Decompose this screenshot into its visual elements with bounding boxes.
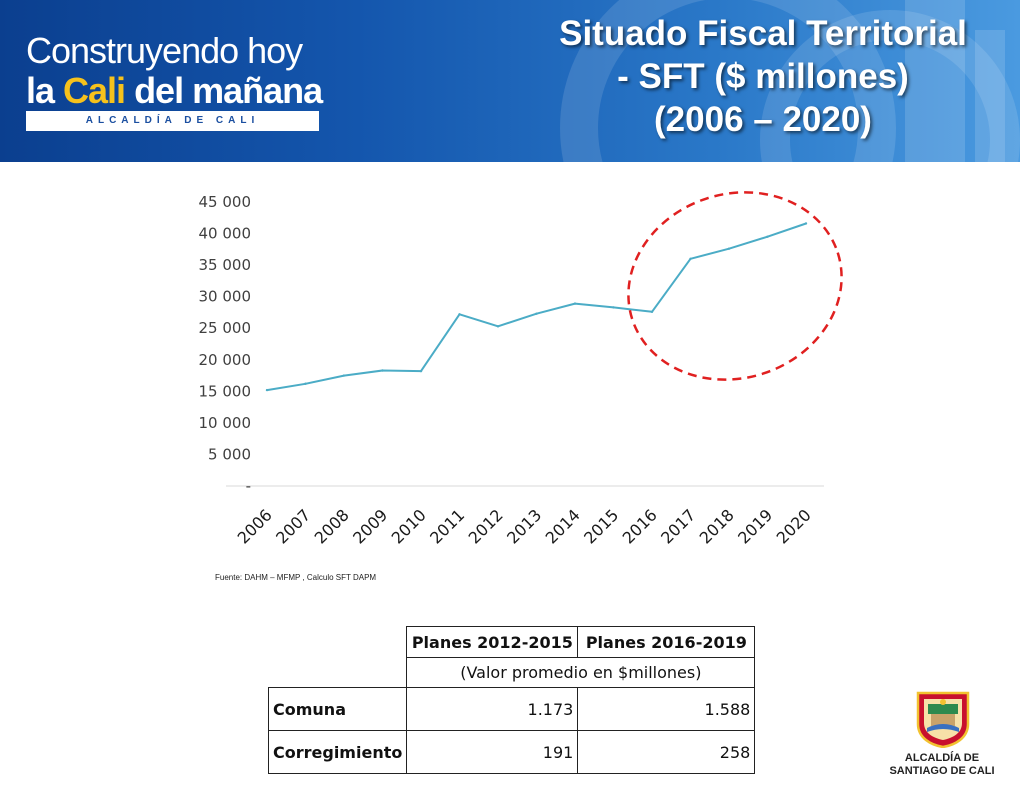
y-tick-label: 35 000 [199, 256, 252, 274]
data-point [535, 312, 538, 315]
table-blank-cell [269, 658, 407, 688]
table-cell: 1.173 [406, 687, 579, 731]
table-cell: 191 [406, 730, 579, 774]
data-point [265, 388, 269, 392]
y-tick-label: 10 000 [199, 414, 252, 432]
y-tick-label: 30 000 [199, 288, 252, 306]
table-row-label: Corregimiento [267, 730, 408, 774]
table-header-cell: Planes 2016-2019 [577, 626, 756, 658]
crest-label-line2: SANTIAGO DE CALI [889, 765, 995, 777]
x-tick-label: 2008 [311, 505, 353, 547]
title-line-3: (2006 – 2020) [654, 100, 872, 139]
data-point [419, 369, 423, 373]
data-point [766, 235, 769, 238]
crest-label-line1: ALCALDÍA DE [904, 752, 980, 764]
table-row: Corregimiento 191 258 [267, 730, 756, 774]
x-tick-label: 2010 [388, 505, 430, 547]
x-tick-label: 2012 [465, 505, 507, 547]
data-point [804, 222, 808, 225]
table-subheader-cell: (Valor promedio en $millones) [406, 657, 756, 688]
sft-line-chart: - 5 000 10 000 15 000 20 000 25 000 30 000 35 0… [199, 191, 843, 548]
summary-table: Planes 2012-2015 Planes 2016-2019 (Valor… [267, 626, 756, 774]
table-subheader-row: (Valor promedio en $millones) [269, 657, 756, 688]
data-point [650, 310, 654, 314]
logo-slogan-prefix: la [26, 70, 64, 111]
x-tick-label: 2016 [619, 505, 661, 547]
y-tick-label: 45 000 [199, 193, 252, 211]
table-row-label: Comuna [267, 687, 408, 731]
table-row: Comuna 1.173 1.588 [267, 687, 756, 731]
data-point [304, 382, 307, 385]
slide-title: Situado Fiscal Territorial - SFT ($ mill… [528, 12, 998, 141]
data-point [496, 325, 500, 328]
data-point [573, 302, 577, 305]
banner-decoration [905, 0, 965, 162]
x-tick-label: 2011 [426, 505, 468, 547]
title-line-1: Situado Fiscal Territorial [559, 14, 967, 53]
title-line-2: - SFT ($ millones) [617, 57, 909, 96]
x-tick-label: 2017 [657, 505, 699, 547]
logo-slogan-line1: Construyendo hoy [26, 30, 303, 71]
table-cell: 258 [577, 730, 756, 774]
banner-decoration [975, 30, 1005, 162]
series-line [266, 222, 807, 392]
data-point [342, 374, 346, 377]
chart-source-note: Fuente: DAHM – MFMP , Calculo SFT DAPM [215, 573, 377, 582]
data-point [689, 257, 692, 260]
y-tick-label: 25 000 [199, 319, 252, 337]
table-cell: 1.588 [577, 687, 756, 731]
highlight-ellipse [627, 191, 843, 381]
x-tick-label: 2018 [696, 505, 738, 547]
data-point [381, 369, 384, 372]
logo-slogan-suffix: del mañana [125, 70, 323, 111]
x-tick-label: 2006 [234, 505, 276, 547]
city-crest-icon [916, 691, 970, 748]
data-point [612, 306, 615, 309]
y-tick-label: 5 000 [208, 445, 251, 463]
x-tick-label: 2019 [734, 505, 776, 547]
y-tick-label: 15 000 [199, 382, 252, 400]
data-point [458, 313, 461, 316]
crest-label: ALCALDÍA DE SANTIAGO DE CALI [870, 752, 1014, 778]
x-tick-label: 2015 [580, 505, 622, 547]
logo-alcaldia-strip: ALCALDÍA DE CALI [26, 111, 319, 131]
y-tick-label: 40 000 [199, 225, 252, 243]
data-point [727, 247, 731, 250]
table-header-row: Planes 2012-2015 Planes 2016-2019 [269, 626, 756, 658]
x-tick-label: 2013 [503, 505, 545, 547]
logo-slogan-line2: la Cali del mañana [26, 70, 323, 112]
x-tick-label: 2007 [272, 505, 314, 547]
table-header-cell: Planes 2012-2015 [406, 626, 579, 658]
y-tick-label: - [246, 477, 251, 495]
x-tick-label: 2014 [542, 505, 584, 547]
y-tick-label: 20 000 [199, 351, 252, 369]
x-tick-label: 2009 [349, 505, 391, 547]
header-banner: Construyendo hoy la Cali del mañana ALCA… [0, 0, 1020, 162]
logo-cali-word: Cali [63, 70, 126, 111]
table-blank-cell [269, 627, 407, 658]
x-tick-label: 2020 [773, 505, 815, 547]
